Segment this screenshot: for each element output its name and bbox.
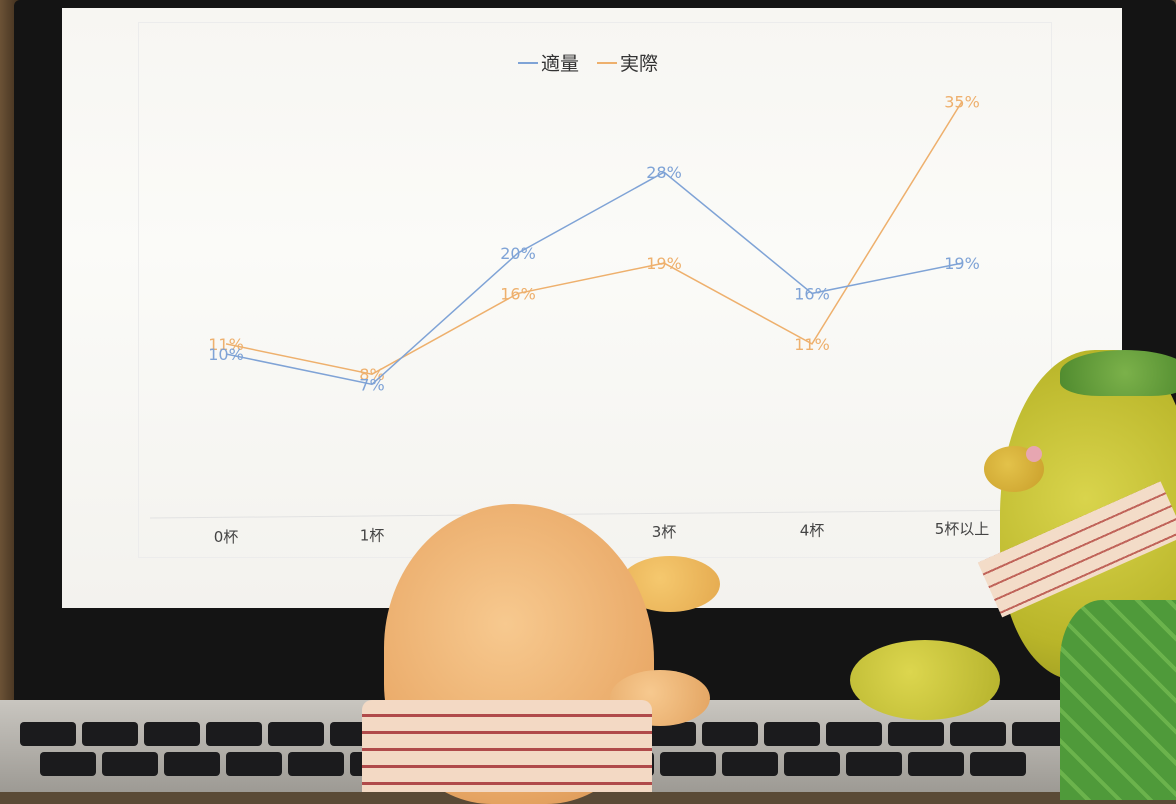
key	[206, 722, 262, 746]
x-tick-label: 4杯	[800, 522, 825, 540]
data-label-series-2: 11%	[208, 335, 244, 354]
key	[144, 722, 200, 746]
x-axis-line	[149, 509, 1041, 519]
key	[20, 722, 76, 746]
key	[722, 752, 778, 776]
felt-doll-yellow-hand	[850, 640, 1000, 720]
key	[102, 752, 158, 776]
data-label-series-2: 11%	[794, 335, 830, 354]
x-tick-label: 3杯	[652, 523, 677, 541]
key	[826, 722, 882, 746]
key	[164, 752, 220, 776]
key	[908, 752, 964, 776]
felt-doll-yellow-shell	[1060, 600, 1176, 800]
key	[764, 722, 820, 746]
key	[40, 752, 96, 776]
key	[1012, 722, 1068, 746]
key	[784, 752, 840, 776]
data-label-series-1: 7%	[359, 375, 384, 394]
laptop-screen	[62, 8, 1122, 608]
data-label-series-2: 19%	[646, 254, 682, 273]
key	[82, 722, 138, 746]
data-label-series-1: 16%	[794, 284, 830, 303]
key	[288, 752, 344, 776]
data-label-series-1: 19%	[944, 254, 980, 273]
key	[702, 722, 758, 746]
legend-label-series-1: 適量	[541, 53, 579, 75]
data-label-series-1: 20%	[500, 244, 536, 263]
key	[846, 752, 902, 776]
x-tick-label: 1杯	[360, 526, 385, 544]
key	[268, 722, 324, 746]
felt-doll-yellow-hat	[1060, 350, 1176, 396]
series-line-1	[225, 171, 963, 386]
felt-doll-yellow-cheek	[1026, 446, 1042, 462]
data-label-series-2: 35%	[944, 93, 980, 112]
felt-doll-orange-collar	[362, 700, 652, 792]
legend-label-series-2: 実際	[620, 53, 658, 75]
x-tick-label: 5杯以上	[935, 520, 990, 538]
data-label-series-1: 28%	[646, 163, 682, 182]
key	[970, 752, 1026, 776]
series-line-2	[225, 101, 963, 375]
data-label-series-2: 16%	[500, 284, 536, 303]
key	[888, 722, 944, 746]
key	[950, 722, 1006, 746]
data-label-series-1: 10%	[208, 345, 244, 364]
x-tick-label: 0杯	[214, 528, 239, 546]
key	[226, 752, 282, 776]
series-layer: 11%8%16%19%11%35%10%7%20%28%16%19%	[208, 93, 980, 395]
legend: 適量 実際	[518, 53, 658, 75]
key	[660, 752, 716, 776]
